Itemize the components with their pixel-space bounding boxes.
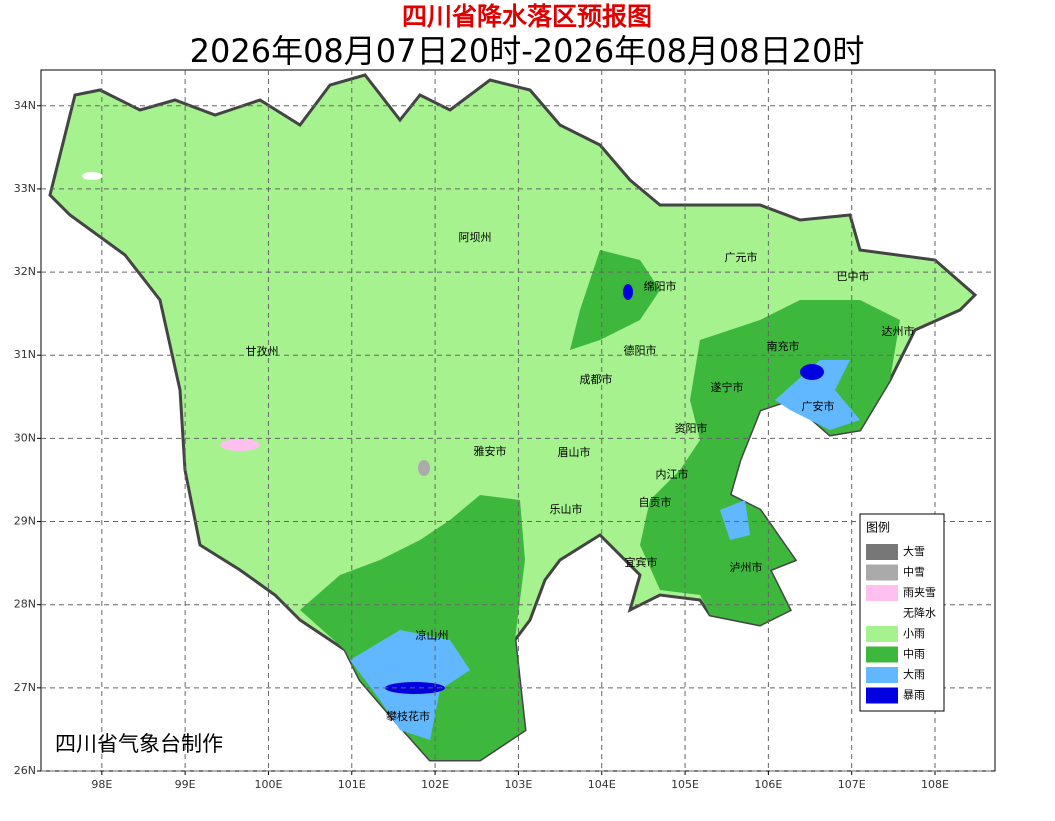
y-tick-label: 31N xyxy=(14,348,36,361)
x-tick-label: 98E xyxy=(91,778,112,791)
legend-label: 雨夹雪 xyxy=(903,586,936,599)
legend-swatch xyxy=(866,687,898,704)
x-tick-label: 99E xyxy=(175,778,196,791)
x-tick-label: 105E xyxy=(671,778,699,791)
city-label: 雅安市 xyxy=(474,444,507,458)
city-label: 阿坝州 xyxy=(459,230,492,244)
legend-swatch xyxy=(866,605,898,622)
city-label: 广元市 xyxy=(725,250,758,264)
city-label: 凉山州 xyxy=(416,628,449,642)
city-label: 内江市 xyxy=(656,467,689,481)
legend-title: 图例 xyxy=(866,521,890,535)
x-tick-label: 107E xyxy=(838,778,866,791)
sleet-area xyxy=(220,439,260,451)
city-label: 宜宾市 xyxy=(625,555,658,569)
city-label: 遂宁市 xyxy=(711,380,744,394)
y-tick-label: 27N xyxy=(14,681,36,694)
credit: 四川省气象台制作 xyxy=(55,732,223,756)
legend-swatch xyxy=(866,585,898,601)
city-label: 甘孜州 xyxy=(246,344,279,358)
y-tick-label: 28N xyxy=(14,598,36,611)
rainstorm-south xyxy=(385,682,445,694)
city-label: 巴中市 xyxy=(837,269,870,283)
legend-label: 中雨 xyxy=(903,648,925,661)
x-tick-label: 102E xyxy=(421,778,449,791)
heavy-rain-luzhou xyxy=(720,500,750,540)
heavy-rain-east xyxy=(775,360,860,430)
city-label: 资阳市 xyxy=(675,421,708,435)
city-label: 攀枝花市 xyxy=(386,709,430,723)
city-label: 广安市 xyxy=(802,399,835,413)
title: 四川省降水落区预报图 xyxy=(402,2,652,31)
x-tick-label: 100E xyxy=(254,778,282,791)
moderate-snow-area xyxy=(418,460,430,476)
city-label: 自贡市 xyxy=(639,495,672,509)
legend-swatch xyxy=(866,646,898,663)
city-label: 眉山市 xyxy=(558,445,591,459)
y-tick-label: 26N xyxy=(14,764,36,777)
legend-label: 中雪 xyxy=(903,566,925,579)
x-tick-label: 101E xyxy=(338,778,366,791)
x-tick-label: 108E xyxy=(921,778,949,791)
legend-label: 大雨 xyxy=(903,667,925,681)
city-label: 南充市 xyxy=(767,339,800,353)
city-label: 成都市 xyxy=(580,372,613,386)
legend-label: 大雪 xyxy=(903,544,925,558)
y-tick-label: 29N xyxy=(14,515,36,528)
y-tick-label: 33N xyxy=(14,182,36,195)
legend-swatch xyxy=(866,564,898,581)
rainstorm-mianyang xyxy=(623,284,633,300)
subtitle: 2026年08月07日20时-2026年08月08日20时 xyxy=(190,32,865,70)
y-tick-label: 30N xyxy=(14,431,36,444)
legend-swatch xyxy=(866,667,898,683)
legend-swatch xyxy=(866,544,898,560)
city-label: 德阳市 xyxy=(624,343,657,357)
y-tick-label: 32N xyxy=(14,265,36,278)
city-label: 绵阳市 xyxy=(644,279,677,293)
moderate-rain-south xyxy=(300,495,525,760)
x-tick-label: 103E xyxy=(504,778,532,791)
moderate-rain-north xyxy=(570,250,660,350)
legend-swatch xyxy=(866,626,898,642)
city-label: 泸州市 xyxy=(730,560,763,574)
x-tick-label: 106E xyxy=(754,778,782,791)
city-label: 乐山市 xyxy=(550,502,583,516)
x-tick-label: 104E xyxy=(588,778,616,791)
city-label: 达州市 xyxy=(882,324,915,338)
no-precip-area xyxy=(82,172,102,180)
rainstorm-east xyxy=(800,364,824,380)
grid: 98E 99E 100E 101E 102E 103E 104E 105E 106E 107E 10… xyxy=(14,70,995,791)
legend-label: 暴雨 xyxy=(903,689,925,702)
y-tick-label: 34N xyxy=(14,99,36,112)
legend-label: 无降水 xyxy=(903,606,936,620)
precip-regions xyxy=(48,73,978,762)
legend-label: 小雨 xyxy=(903,627,925,640)
